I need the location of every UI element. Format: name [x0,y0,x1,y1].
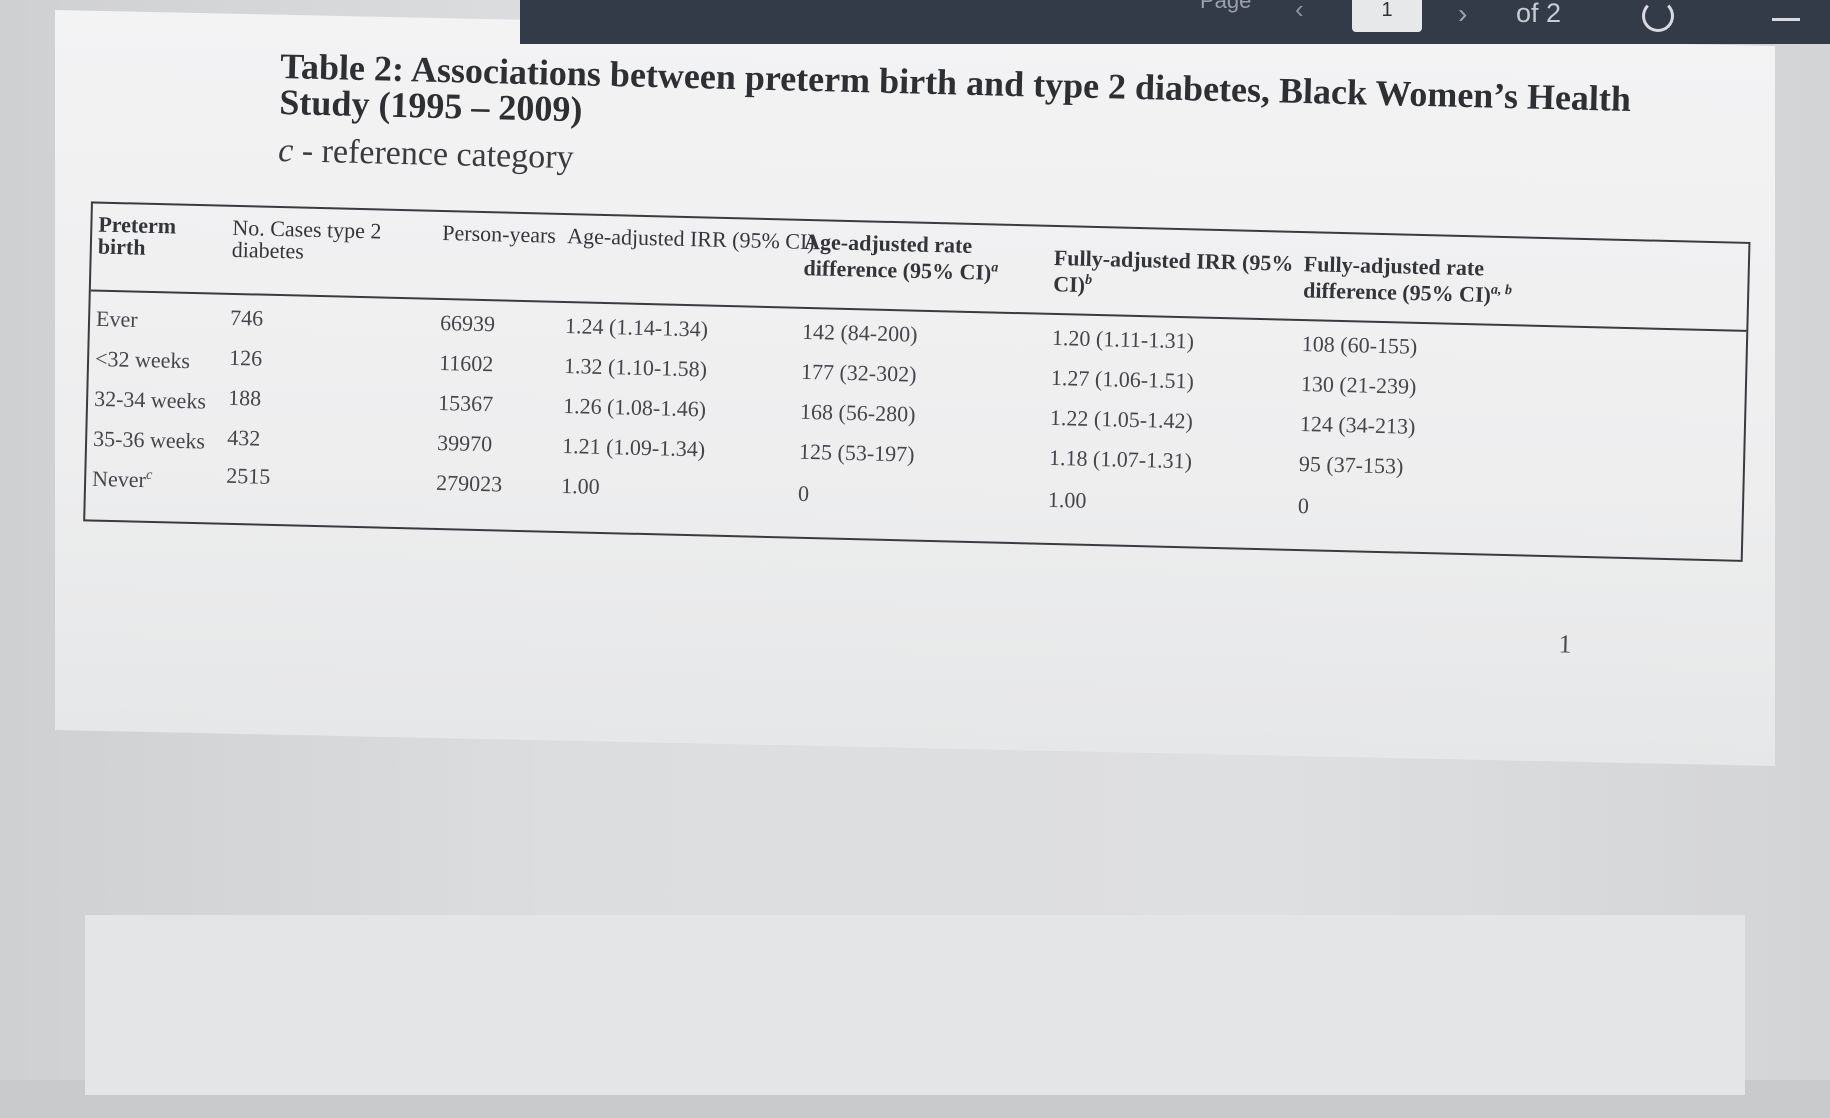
cell-cases: 432 [226,424,261,451]
cell-age-irr: 1.00 [560,472,600,499]
cell-cases: 746 [229,304,264,331]
cell-full-irr: 1.00 [1047,486,1087,513]
header-preterm-birth: Preterm birth [97,211,177,260]
chevron-left-icon[interactable]: ‹ [1295,0,1304,24]
row-label-35-36: 35-36 weeks [92,425,206,454]
cell-cases: 2515 [226,462,271,489]
row-label-32-34: 32-34 weeks [93,385,207,414]
cell-age-rd: 142 (84-200) [801,318,918,347]
cell-person-years: 66939 [439,309,496,337]
cell-cases: 126 [228,344,263,371]
page-label: Page [1200,0,1252,13]
cell-age-irr: 1.32 (1.10-1.58) [563,353,708,382]
pdf-viewer: Page ‹ 1 › of 2 Table 2: Associations be… [0,0,1830,1095]
next-page-edge [85,915,1745,1095]
cell-person-years: 15367 [437,389,494,417]
rotate-icon[interactable] [1642,0,1674,32]
header-age-rd: Age-adjusted rate difference (95% CI)a [803,228,999,285]
cell-full-irr: 1.18 (1.07-1.31) [1048,444,1193,474]
row-label-ever: Ever [95,305,138,332]
page-number-input[interactable]: 1 [1352,0,1422,32]
cell-person-years: 11602 [438,349,494,377]
page-number: 1 [1558,629,1572,659]
cell-age-rd: 168 (56-280) [799,398,916,427]
cell-full-rd: 130 (21-239) [1300,371,1417,399]
cell-age-irr: 1.24 (1.14-1.34) [564,313,709,342]
page-count: of 2 [1516,0,1562,28]
cell-age-rd: 0 [797,480,810,507]
cell-age-irr: 1.26 (1.08-1.46) [562,393,707,422]
cell-full-rd: 0 [1297,493,1310,519]
row-label-lt32: <32 weeks [94,345,191,374]
cell-cases: 188 [227,384,262,411]
results-table: Preterm birth No. Cases type 2 diabetes … [83,201,1751,562]
header-age-irr: Age-adjusted IRR (95% CI) [566,223,815,255]
cell-full-rd: 95 (37-153) [1298,451,1404,479]
cell-person-years: 39970 [436,429,493,457]
minus-icon[interactable] [1772,18,1800,21]
cell-full-irr: 1.20 (1.11-1.31) [1051,324,1195,354]
cell-age-rd: 125 (53-197) [798,438,915,467]
cell-full-irr: 1.27 (1.06-1.51) [1050,364,1195,394]
footnote-marker: c [277,131,294,170]
cell-full-rd: 108 (60-155) [1301,331,1418,359]
footnote-text: - reference category [292,132,575,177]
header-full-irr: Fully-adjusted IRR (95% CI)b [1052,244,1294,298]
cell-person-years: 279023 [435,469,503,497]
cell-age-rd: 177 (32-302) [800,358,917,387]
chevron-right-icon[interactable]: › [1458,0,1468,29]
cell-full-irr: 1.22 (1.05-1.42) [1049,404,1194,434]
row-label-never: Neverc [91,465,153,493]
footnote-reference: c - reference category [278,132,574,177]
cell-age-irr: 1.21 (1.09-1.34) [561,433,706,462]
cell-full-rd: 124 (34-213) [1299,411,1416,439]
header-person-years: Person-years [442,220,557,248]
viewer-toolbar: Page ‹ 1 › of 2 [520,0,1830,44]
header-cases: No. Cases type 2 diabetes [231,214,382,264]
header-full-rd: Fully-adjusted rate difference (95% CI)a… [1302,251,1513,307]
